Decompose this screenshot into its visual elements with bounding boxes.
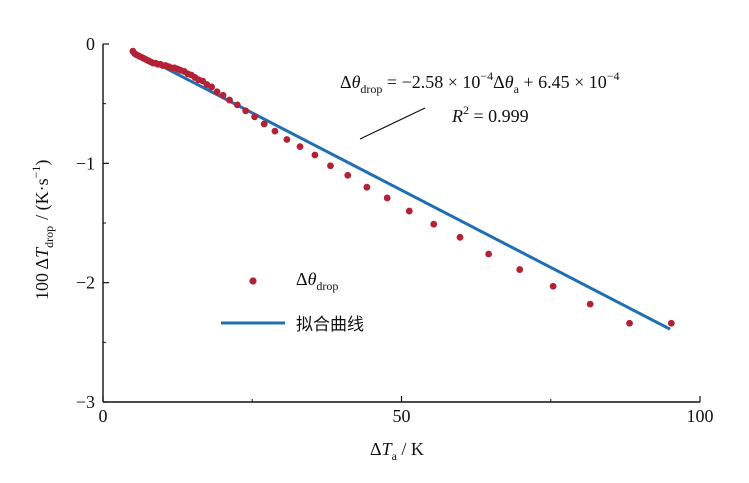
data-point: [283, 136, 291, 143]
fit-equation: Δθdrop = −2.58 × 10−4Δθa + 6.45 × 10−4: [340, 69, 620, 96]
x-tick-label: 0: [99, 406, 108, 426]
data-point: [456, 233, 464, 241]
y-axis-title: 100 ΔTdrop/ (K·s−1): [29, 160, 56, 300]
y-tick-label: −3: [76, 392, 95, 412]
data-point: [667, 319, 675, 327]
y-tick-label: −2: [76, 273, 95, 293]
data-point: [383, 194, 391, 202]
r-squared: R2 = 0.999: [451, 103, 529, 126]
data-point: [233, 101, 241, 109]
data-point: [344, 171, 352, 179]
data-point: [208, 83, 216, 91]
data-point: [363, 183, 371, 191]
legend-scatter-label: Δθdrop: [296, 269, 338, 293]
axis-tick-labels: 0 50 100 0 −1 −2 −3: [76, 34, 714, 426]
data-point: [226, 96, 233, 104]
fit-line: [132, 49, 671, 331]
annotation-leader-line: [359, 107, 426, 140]
x-axis-title: ΔTa / K: [370, 439, 424, 463]
legend-scatter-marker: [249, 277, 257, 285]
scatter-points: [129, 47, 675, 327]
y-tick-label: −1: [76, 153, 95, 173]
data-point: [271, 127, 279, 135]
data-point: [311, 151, 319, 159]
data-point: [549, 282, 557, 290]
data-point: [485, 250, 493, 258]
data-point: [251, 113, 259, 121]
data-point: [586, 300, 594, 308]
data-point: [516, 266, 524, 273]
x-tick-label: 100: [687, 406, 714, 426]
axis-ticks: [102, 43, 701, 403]
x-tick-label: 50: [393, 406, 411, 426]
legend-line-label: 拟合曲线: [296, 315, 364, 335]
y-tick-label: 0: [86, 34, 95, 54]
data-point: [405, 207, 413, 215]
data-point: [213, 88, 221, 96]
legend: Δθdrop 拟合曲线: [221, 269, 364, 335]
data-point: [430, 220, 438, 228]
data-point: [219, 91, 227, 99]
data-point: [242, 107, 250, 115]
data-point: [327, 162, 334, 170]
data-point: [626, 319, 633, 327]
data-point: [260, 120, 268, 128]
data-point: [296, 143, 304, 151]
